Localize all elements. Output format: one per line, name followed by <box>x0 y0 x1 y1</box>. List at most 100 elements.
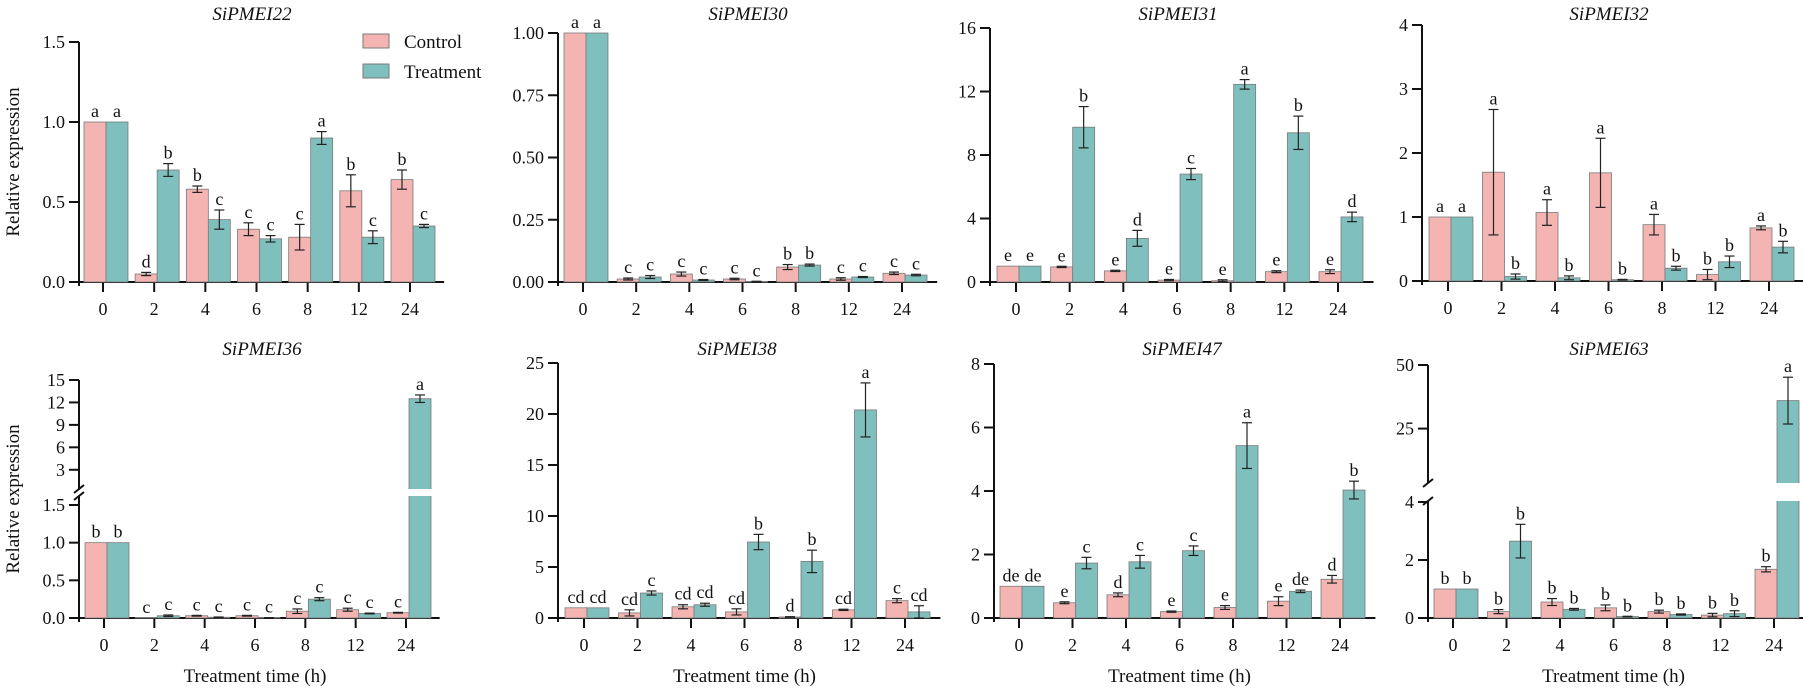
y-tick-label: 25 <box>1396 419 1414 439</box>
chart-title: SiPMEI36 <box>222 339 302 360</box>
axis-break-mark <box>1422 478 1434 488</box>
significance-label: c <box>394 591 402 611</box>
y-tick-label: 2 <box>1399 143 1408 163</box>
significance-label: d <box>1348 191 1357 211</box>
significance-label: b <box>1708 592 1717 612</box>
significance-label: c <box>293 588 301 608</box>
y-tick-label: 5 <box>535 557 544 577</box>
bar-treatment <box>412 225 436 283</box>
significance-label: b <box>808 529 817 549</box>
x-tick-label: 4 <box>1551 298 1560 318</box>
x-tick-label: 6 <box>740 635 749 655</box>
significance-label: b <box>754 513 763 533</box>
y-tick-label: 12 <box>958 82 976 102</box>
x-tick-label: 2 <box>1497 298 1506 318</box>
y-tick-label: 1.0 <box>43 112 66 132</box>
significance-label: d <box>1114 572 1123 592</box>
significance-label: a <box>1458 196 1466 216</box>
bar-control <box>134 617 158 619</box>
bar-control <box>996 265 1020 283</box>
axis-break-mark <box>73 484 85 494</box>
significance-label: e <box>1219 259 1227 279</box>
x-tick-label: 24 <box>1760 298 1778 318</box>
significance-label: b <box>1511 253 1520 273</box>
x-tick-label: 4 <box>1122 635 1131 655</box>
significance-label: a <box>571 12 579 32</box>
x-tick-label: 0 <box>580 635 589 655</box>
significance-label: e <box>1026 245 1034 265</box>
x-tick-label: 6 <box>738 299 747 319</box>
significance-label: c <box>142 597 150 617</box>
x-tick-label: 12 <box>840 299 858 319</box>
significance-label: b <box>1601 584 1610 604</box>
significance-label: c <box>420 203 428 223</box>
y-tick-label: 0.5 <box>43 192 66 212</box>
significance-label: a <box>1757 205 1765 225</box>
significance-label: c <box>1187 147 1195 167</box>
bar-treatment <box>1179 173 1203 283</box>
y-axis-label: Relative expression <box>3 87 24 237</box>
significance-label: c <box>193 594 201 614</box>
significance-label: b <box>92 522 101 542</box>
bar-treatment <box>310 137 334 283</box>
significance-label: b <box>1463 568 1472 588</box>
bar-treatment <box>1342 489 1366 619</box>
significance-label: b <box>1677 593 1686 613</box>
significance-label: e <box>1004 245 1012 265</box>
y-tick-label: 6 <box>971 418 980 438</box>
x-tick-label: 0 <box>1444 298 1453 318</box>
x-tick-label: 8 <box>1226 299 1235 319</box>
legend-label-treatment: Treatment <box>404 62 482 83</box>
y-tick-label: 8 <box>967 145 976 165</box>
significance-label: de <box>1025 565 1042 585</box>
x-tick-label: 2 <box>150 299 159 319</box>
y-tick-label: 0.75 <box>513 85 545 105</box>
x-tick-label: 2 <box>150 635 159 655</box>
significance-label: c <box>215 189 223 209</box>
significance-label: b <box>1441 568 1450 588</box>
x-tick-label: 6 <box>1175 635 1184 655</box>
bar-control <box>185 188 209 283</box>
x-tick-label: 0 <box>1449 635 1458 655</box>
y-tick-label: 0.5 <box>43 570 66 590</box>
significance-label: b <box>346 154 355 174</box>
bar-control <box>832 609 855 619</box>
significance-label: d <box>1133 209 1142 229</box>
bar-control <box>1320 578 1344 619</box>
x-tick-label: 4 <box>201 299 210 319</box>
significance-label: b <box>1623 595 1632 615</box>
bar-treatment <box>585 32 609 283</box>
x-tick-label: 24 <box>893 299 911 319</box>
significance-label: cd <box>675 584 692 604</box>
significance-label: b <box>1570 587 1579 607</box>
significance-label: a <box>113 101 121 121</box>
x-tick-label: 24 <box>1331 635 1349 655</box>
x-tick-label: 0 <box>100 635 109 655</box>
chart-title: SiPMEI30 <box>708 4 788 25</box>
significance-label: a <box>91 101 99 121</box>
legend-swatch-treatment <box>362 63 390 79</box>
x-tick-label: 0 <box>1012 299 1021 319</box>
y-tick-label: 25 <box>526 353 544 373</box>
y-tick-label: 0.00 <box>513 272 545 292</box>
bar-treatment <box>1021 585 1045 619</box>
y-tick-label: 4 <box>967 209 976 229</box>
significance-label: cd <box>697 582 714 602</box>
significance-label: c <box>1083 536 1091 556</box>
y-tick-label: 16 <box>958 18 976 38</box>
significance-label: b <box>1494 589 1503 609</box>
bar-control <box>1433 588 1457 619</box>
x-tick-label: 12 <box>1278 635 1296 655</box>
significance-label: a <box>1490 88 1498 108</box>
significance-label: c <box>296 203 304 223</box>
significance-label: b <box>1079 86 1088 106</box>
x-tick-label: 6 <box>1604 298 1613 318</box>
bar-treatment <box>408 398 432 619</box>
legend-label-control: Control <box>404 32 462 53</box>
x-tick-label: 0 <box>99 299 108 319</box>
significance-label: c <box>265 597 273 617</box>
significance-label: c <box>859 256 867 276</box>
